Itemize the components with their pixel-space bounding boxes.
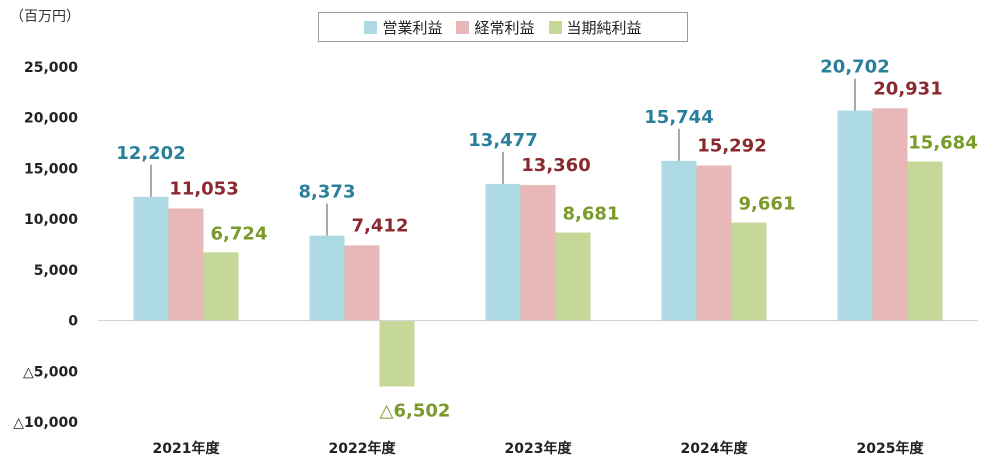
bar-ordinary xyxy=(168,208,204,321)
data-label-operating: 12,202 xyxy=(116,143,185,164)
y-tick-label: △10,000 xyxy=(13,415,78,431)
data-label-ordinary: 7,412 xyxy=(352,215,409,236)
legend-swatch-net xyxy=(548,20,562,34)
y-tick-label: 5,000 xyxy=(34,263,79,279)
x-category-label: 2023年度 xyxy=(505,440,573,457)
x-category-label: 2022年度 xyxy=(329,440,397,457)
data-label-net: △6,502 xyxy=(380,401,451,422)
data-label-operating: 8,373 xyxy=(299,182,356,203)
chart-legend: 営業利益 経常利益 当期純利益 xyxy=(318,12,688,42)
legend-label-ordinary: 経常利益 xyxy=(474,18,535,37)
legend-swatch-ordinary xyxy=(456,20,470,34)
bar-ordinary xyxy=(872,108,908,321)
bar-net xyxy=(379,320,415,387)
y-tick-label: 15,000 xyxy=(24,161,78,177)
y-tick-label: 10,000 xyxy=(24,212,78,228)
x-category-label: 2024年度 xyxy=(681,440,749,457)
bar-operating xyxy=(133,196,169,321)
bar-ordinary xyxy=(696,165,732,321)
data-label-ordinary: 15,292 xyxy=(697,135,766,156)
bar-operating xyxy=(837,110,873,321)
legend-swatch-operating xyxy=(364,20,378,34)
y-tick-label: 0 xyxy=(68,314,78,330)
data-label-operating: 13,477 xyxy=(468,130,537,151)
bar-net xyxy=(203,252,239,321)
data-label-operating: 20,702 xyxy=(820,57,889,78)
legend-item-operating: 営業利益 xyxy=(364,17,442,38)
legend-label-net: 当期純利益 xyxy=(566,18,642,37)
y-axis-unit-label: （百万円） xyxy=(10,9,80,25)
data-label-ordinary: 11,053 xyxy=(169,178,238,199)
y-tick-label: 20,000 xyxy=(24,111,78,127)
data-label-net: 8,681 xyxy=(563,204,620,225)
data-label-net: 9,661 xyxy=(739,194,796,215)
bar-operating xyxy=(661,160,697,321)
data-label-ordinary: 13,360 xyxy=(521,155,590,176)
data-label-ordinary: 20,931 xyxy=(873,78,942,99)
bar-ordinary xyxy=(344,245,380,321)
x-category-label: 2025年度 xyxy=(857,440,925,457)
data-label-net: 6,724 xyxy=(211,223,268,244)
bar-operating xyxy=(309,235,345,321)
y-tick-label: 25,000 xyxy=(24,60,78,76)
data-label-operating: 15,744 xyxy=(644,107,713,128)
bar-net xyxy=(907,161,943,321)
legend-item-ordinary: 経常利益 xyxy=(456,17,535,38)
legend-label-operating: 営業利益 xyxy=(382,18,443,37)
legend-item-net: 当期純利益 xyxy=(548,17,642,38)
bar-net xyxy=(555,232,591,321)
bar-operating xyxy=(485,183,521,321)
x-category-label: 2021年度 xyxy=(153,440,221,457)
y-tick-label: △5,000 xyxy=(23,364,78,380)
bar-net xyxy=(731,222,767,321)
data-label-net: 15,684 xyxy=(908,132,977,153)
bar-ordinary xyxy=(520,185,556,321)
